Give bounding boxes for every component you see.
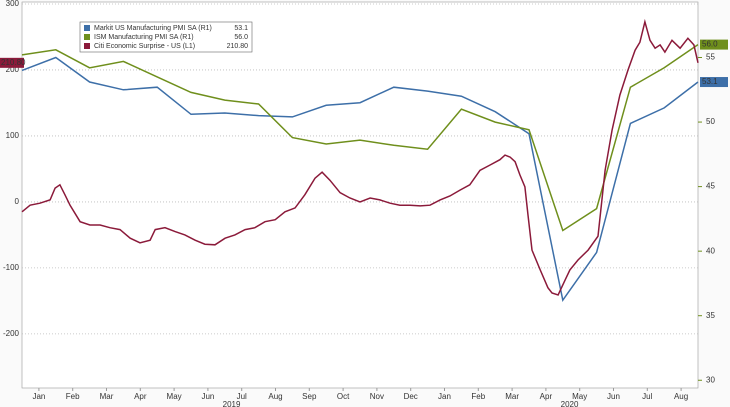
y-tick-label: 100 (6, 131, 20, 140)
x-tick-label: Mar (505, 392, 519, 401)
x-tick-label: May (167, 392, 182, 401)
tag-box (700, 77, 728, 88)
x-tick-label: Oct (337, 392, 350, 401)
y-tick-label: 200 (6, 65, 20, 74)
tag-label: 53.1 (702, 77, 718, 86)
last-value-tag: 210.80 (0, 57, 26, 68)
x-tick-label: Mar (100, 392, 114, 401)
last-value-tag: 53.1 (700, 77, 728, 88)
legend-value: 53.1 (234, 25, 248, 32)
tag-box (700, 39, 728, 50)
legend-box (79, 21, 253, 53)
x-tick-label: Jan (32, 392, 45, 401)
series-line (21, 43, 699, 232)
x-tick-label: Feb (66, 392, 80, 401)
x-tick-label: May (572, 392, 587, 401)
legend-value: 210.80 (227, 43, 249, 50)
y2-tick-label: 30 (706, 375, 715, 384)
x-tick-label: Feb (471, 392, 485, 401)
legend-swatch (84, 34, 90, 40)
legend-label: Markit US Manufacturing PMI SA (R1) (94, 25, 212, 32)
y2-tick-label: 35 (706, 311, 715, 320)
tag-box (0, 57, 24, 68)
y-tick-label: -200 (3, 329, 20, 338)
tag-label: 210.80 (1, 58, 26, 67)
y-tick-label: 300 (6, 0, 20, 8)
x-tick-label: Jun (201, 392, 214, 401)
legend-label: Citi Economic Surprise - US (L1) (94, 43, 195, 50)
x-tick-label: Jun (607, 392, 620, 401)
x-tick-label: Jan (438, 392, 451, 401)
x-tick-label: Dec (404, 392, 418, 401)
x-tick-label: Nov (370, 392, 384, 401)
last-value-tag: 56.0 (700, 39, 728, 50)
legend-swatch (84, 43, 90, 49)
x-tick-label: Jul (237, 392, 247, 401)
y-tick-label: 0 (15, 197, 20, 206)
x-tick-label: Aug (674, 392, 688, 401)
legend: Markit US Manufacturing PMI SA (R1) 53.1 I… (79, 21, 253, 53)
x-tick-label: Apr (540, 392, 553, 401)
y2-tick-label: 55 (706, 53, 715, 62)
x-tick-label: Apr (134, 392, 147, 401)
legend-value: 56.0 (234, 34, 248, 41)
legend-label: ISM Manufacturing PMI SA (R1) (94, 34, 194, 41)
legend-swatch (84, 25, 90, 31)
series-line (21, 56, 699, 303)
y2-tick-label: 45 (706, 182, 715, 191)
x-tick-label: Jul (642, 392, 652, 401)
x-tick-label: Aug (268, 392, 282, 401)
tag-label: 56.0 (702, 40, 718, 49)
y2-tick-label: 50 (706, 117, 715, 126)
year-label: 2020 (561, 400, 579, 407)
y-tick-label: -100 (3, 263, 20, 272)
x-tick-label: Sep (302, 392, 317, 401)
plot-area (21, 1, 699, 389)
series-line (21, 18, 699, 296)
year-label: 2019 (223, 400, 241, 407)
y2-tick-label: 40 (706, 246, 715, 255)
